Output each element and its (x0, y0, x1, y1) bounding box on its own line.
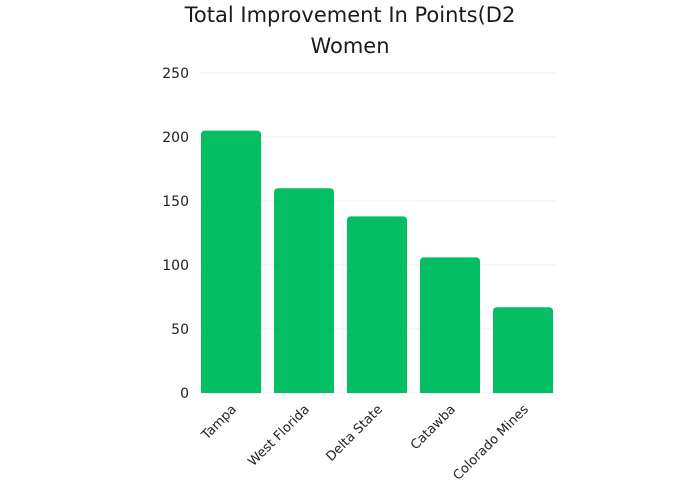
bar-catawba (420, 257, 480, 393)
x-tick-label: Delta State (323, 402, 385, 464)
x-tick-label: Tampa (198, 402, 239, 443)
chart-title-line-2: Women (310, 34, 390, 58)
bar-tampa (201, 130, 261, 393)
chart-title-line-1: Total Improvement In Points(D2 (184, 3, 516, 27)
y-tick-label: 50 (171, 322, 189, 338)
y-tick-label: 200 (162, 130, 189, 146)
x-tick-label: Colorado Mines (450, 402, 532, 484)
x-axis-ticks: Tampa West Florida Delta State CatawbaColor… (198, 402, 532, 484)
bar-west-florida (274, 188, 334, 393)
bars (201, 130, 553, 393)
bar-colorado-mines (493, 307, 553, 393)
y-tick-label: 100 (162, 258, 189, 274)
x-tick-label: Catawba (408, 402, 459, 453)
x-tick-label: West Florida (245, 402, 312, 469)
chart-title: Total Improvement In Points(D2 Women (0, 0, 700, 62)
y-tick-label: 250 (162, 66, 189, 82)
y-tick-label: 150 (162, 194, 189, 210)
bar-delta-state (347, 216, 407, 393)
y-tick-label: 0 (180, 386, 189, 402)
y-axis-ticks: 0 50 100 150 200 250 (162, 66, 189, 402)
